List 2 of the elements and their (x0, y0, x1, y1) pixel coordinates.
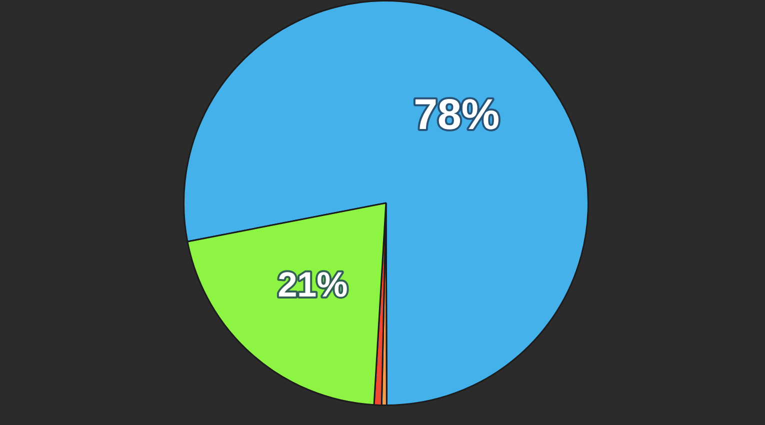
data-label: 21% (278, 265, 348, 304)
data-label: 78% (414, 90, 500, 139)
